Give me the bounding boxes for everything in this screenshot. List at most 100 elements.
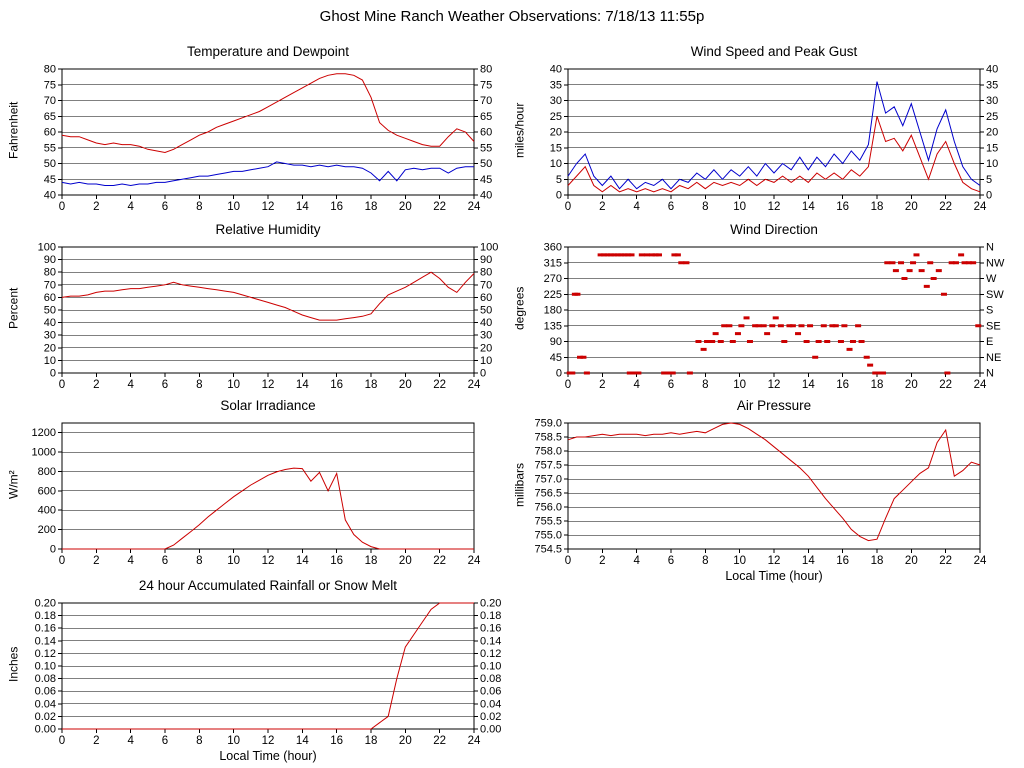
svg-text:22: 22	[939, 555, 952, 567]
svg-text:0.14: 0.14	[480, 635, 501, 647]
svg-text:12: 12	[262, 735, 275, 747]
svg-text:0.02: 0.02	[480, 711, 501, 723]
svg-text:N: N	[986, 242, 994, 254]
svg-text:757.0: 757.0	[534, 474, 562, 486]
svg-text:SW: SW	[986, 289, 1004, 301]
svg-text:8: 8	[702, 201, 708, 213]
svg-text:180: 180	[544, 305, 562, 317]
svg-text:24: 24	[468, 201, 481, 213]
chart-solar-irradiance: Solar Irradiance W/m² 0 200 400 600 800 1000 1…	[6, 398, 518, 588]
svg-text:0: 0	[59, 379, 65, 391]
svg-text:754.5: 754.5	[534, 544, 562, 556]
svg-text:0.12: 0.12	[480, 648, 501, 660]
svg-text:757.5: 757.5	[534, 460, 562, 472]
svg-text:15: 15	[986, 142, 998, 154]
svg-text:4: 4	[127, 379, 134, 391]
svg-text:20: 20	[399, 201, 412, 213]
svg-text:0: 0	[480, 368, 486, 380]
svg-text:10: 10	[480, 355, 492, 367]
svg-text:16: 16	[836, 379, 849, 391]
svg-text:4: 4	[127, 735, 134, 747]
svg-text:0.20: 0.20	[35, 598, 56, 610]
svg-text:50: 50	[44, 305, 56, 317]
svg-text:24: 24	[468, 379, 481, 391]
svg-text:40: 40	[480, 190, 492, 202]
svg-text:24: 24	[974, 555, 987, 567]
svg-text:16: 16	[836, 555, 849, 567]
svg-text:20: 20	[905, 555, 918, 567]
svg-text:18: 18	[871, 379, 884, 391]
svg-text:70: 70	[480, 279, 492, 291]
svg-text:40: 40	[44, 317, 56, 329]
svg-text:70: 70	[44, 279, 56, 291]
svg-text:16: 16	[330, 735, 343, 747]
chart-title: Wind Direction	[730, 222, 818, 237]
svg-text:20: 20	[550, 127, 562, 139]
svg-text:135: 135	[544, 320, 562, 332]
svg-text:30: 30	[44, 330, 56, 342]
svg-text:755.5: 755.5	[534, 516, 562, 528]
svg-text:0: 0	[50, 368, 56, 380]
svg-text:2: 2	[599, 555, 605, 567]
svg-text:0: 0	[556, 190, 562, 202]
x-axis-label: Local Time (hour)	[219, 749, 317, 763]
air-pressure-plot: 754.5 755.0 755.5 756.0 756.5 757.0 757.5 758.0…	[534, 418, 987, 568]
svg-text:NW: NW	[986, 257, 1005, 269]
svg-text:80: 80	[480, 267, 492, 279]
svg-text:400: 400	[38, 505, 56, 517]
svg-text:20: 20	[480, 342, 492, 354]
svg-text:25: 25	[550, 111, 562, 123]
svg-text:N: N	[986, 368, 994, 380]
svg-text:24: 24	[468, 735, 481, 747]
svg-text:22: 22	[433, 201, 446, 213]
svg-text:10: 10	[733, 379, 746, 391]
svg-text:14: 14	[802, 201, 815, 213]
svg-text:0.04: 0.04	[35, 698, 56, 710]
svg-text:200: 200	[38, 524, 56, 536]
svg-text:0: 0	[565, 201, 571, 213]
svg-text:5: 5	[986, 174, 992, 186]
svg-text:12: 12	[768, 201, 781, 213]
svg-text:600: 600	[38, 485, 56, 497]
svg-text:0.06: 0.06	[480, 686, 501, 698]
svg-text:0.02: 0.02	[35, 711, 56, 723]
svg-text:15: 15	[550, 142, 562, 154]
svg-text:14: 14	[296, 379, 309, 391]
svg-text:75: 75	[44, 79, 56, 91]
svg-text:225: 225	[544, 289, 562, 301]
svg-text:4: 4	[633, 379, 640, 391]
svg-text:6: 6	[668, 201, 674, 213]
svg-text:14: 14	[296, 555, 309, 567]
svg-text:80: 80	[480, 64, 492, 76]
svg-text:6: 6	[668, 379, 674, 391]
svg-text:80: 80	[44, 64, 56, 76]
svg-text:25: 25	[986, 111, 998, 123]
svg-text:80: 80	[44, 267, 56, 279]
svg-text:8: 8	[196, 735, 202, 747]
svg-text:10: 10	[44, 355, 56, 367]
svg-text:10: 10	[227, 201, 240, 213]
svg-text:8: 8	[196, 555, 202, 567]
svg-text:12: 12	[262, 201, 275, 213]
svg-text:4: 4	[127, 201, 134, 213]
svg-text:0.18: 0.18	[35, 610, 56, 622]
svg-text:50: 50	[44, 158, 56, 170]
svg-text:0.08: 0.08	[480, 673, 501, 685]
svg-text:2: 2	[599, 201, 605, 213]
svg-text:755.0: 755.0	[534, 530, 562, 542]
svg-text:24: 24	[974, 379, 987, 391]
svg-text:756.5: 756.5	[534, 488, 562, 500]
chart-temperature-dewpoint: Temperature and Dewpoint Fahrenheit 40 40…	[6, 44, 518, 234]
svg-text:70: 70	[480, 95, 492, 107]
svg-text:6: 6	[162, 735, 168, 747]
svg-text:14: 14	[296, 735, 309, 747]
chart-rainfall: 24 hour Accumulated Rainfall or Snow Mel…	[6, 578, 518, 768]
svg-text:759.0: 759.0	[534, 418, 562, 430]
chart-relative-humidity: Relative Humidity Percent 0 0 10 10 20 20 30 30…	[6, 222, 518, 412]
svg-text:30: 30	[480, 330, 492, 342]
svg-text:0: 0	[50, 544, 56, 556]
svg-text:270: 270	[544, 273, 562, 285]
svg-text:14: 14	[802, 555, 815, 567]
